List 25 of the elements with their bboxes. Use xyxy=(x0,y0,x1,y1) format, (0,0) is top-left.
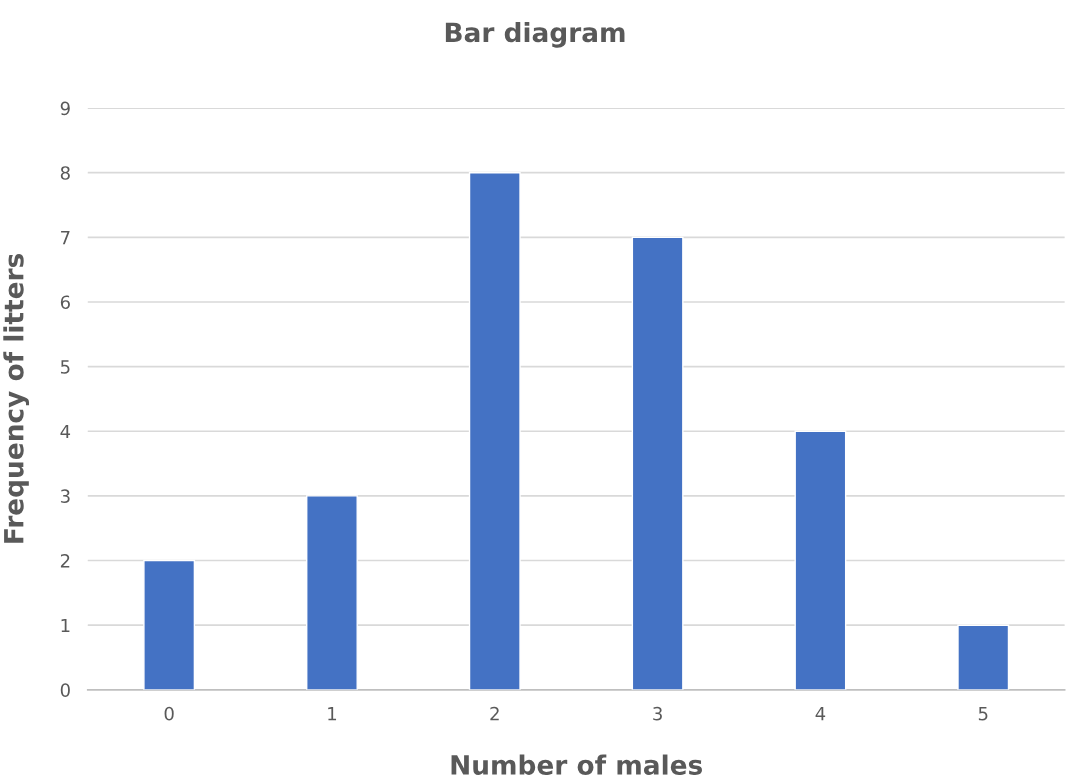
bar xyxy=(306,495,358,690)
y-tick-label: 9 xyxy=(60,101,70,116)
y-tick-label: 8 xyxy=(60,166,70,180)
bar xyxy=(143,559,196,690)
x-tick-label: 5 xyxy=(978,707,988,721)
y-tick-label: 5 xyxy=(60,360,70,374)
bar xyxy=(631,236,684,690)
x-tick-label: 2 xyxy=(490,706,499,721)
y-tick-label: 0 xyxy=(60,683,70,697)
x-axis-title: Number of males xyxy=(451,754,702,775)
chart-title: Bar diagram xyxy=(445,21,625,48)
y-tick-label: 4 xyxy=(60,424,71,439)
y-tick-label: 6 xyxy=(60,295,70,310)
y-axis-title: Frequency of litters xyxy=(3,254,30,543)
x-tick-label: 0 xyxy=(164,706,174,721)
y-tick-label: 1 xyxy=(61,618,70,633)
y-tick-label: 2 xyxy=(60,554,70,568)
bar xyxy=(468,172,521,690)
bar xyxy=(957,624,1010,690)
y-tick-label: 3 xyxy=(60,489,70,504)
bar xyxy=(794,430,847,690)
y-tick-label: 7 xyxy=(61,231,70,245)
x-tick-label: 1 xyxy=(328,707,337,721)
x-tick-label: 4 xyxy=(815,707,826,721)
x-tick-label: 3 xyxy=(653,706,662,721)
